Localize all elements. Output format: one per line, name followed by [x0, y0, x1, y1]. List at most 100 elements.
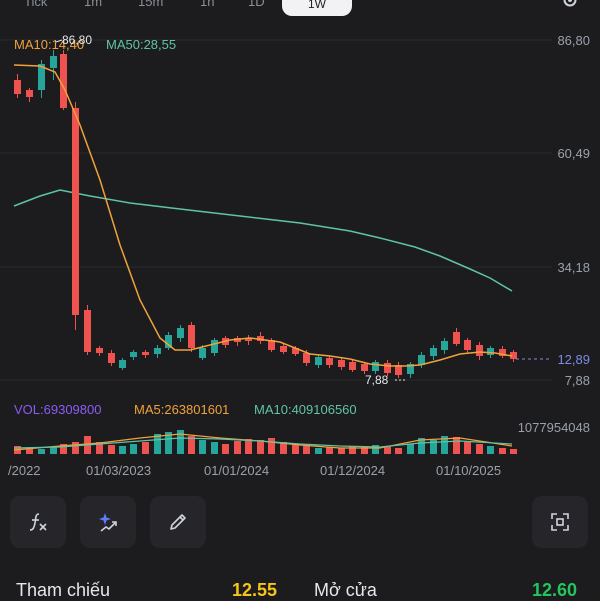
volume-bar [96, 442, 103, 454]
volume-bar [268, 438, 275, 454]
ai-analysis-button[interactable] [80, 496, 136, 548]
volume-bar [384, 446, 391, 454]
volume-bar [453, 437, 460, 454]
candle-body [245, 338, 252, 341]
y-tick-34-18: 34,18 [557, 260, 590, 275]
volume-bar [464, 442, 471, 454]
candles-group [14, 50, 517, 378]
candle-body [14, 80, 21, 94]
sparkle-chart-icon [99, 513, 117, 532]
volume-bar [430, 440, 437, 454]
candle-body [165, 335, 172, 348]
x-tick-2025: 01/10/2025 [436, 463, 501, 478]
volume-bar [234, 441, 241, 454]
volume-bar [130, 444, 137, 454]
reference-price-value: 12.55 [232, 580, 278, 600]
candle-body [338, 360, 345, 367]
candle-body [395, 365, 402, 375]
legend-ma10: MA10:14,40 [14, 37, 84, 52]
volume-bars-group [13, 430, 517, 454]
chart-grid [0, 39, 552, 381]
tab-1w[interactable]: 1W [282, 0, 352, 16]
candlestick-chart[interactable]: MA10:14,40 MA50:28,55 86,80 7,88 86,80 6… [0, 20, 600, 490]
candle-body [476, 345, 483, 356]
price-stats: Tham chiếu 12.55 Mở cửa 12.60 [0, 570, 600, 600]
tab-tick[interactable]: Tick [24, 0, 48, 9]
tab-1h[interactable]: 1h [200, 0, 215, 9]
volume-bar [510, 449, 517, 454]
volume-bar [499, 448, 506, 454]
candle-body [268, 340, 275, 350]
volume-bar [395, 448, 402, 454]
legend-vol: VOL:69309800 [14, 402, 101, 417]
volume-bar [303, 446, 310, 454]
volume-bar [418, 438, 425, 454]
candle-body [407, 364, 414, 374]
fullscreen-icon [551, 513, 569, 531]
volume-bar [26, 448, 33, 454]
candle-body [130, 352, 137, 357]
candle-body [349, 362, 356, 370]
candle-body [154, 348, 161, 354]
candle-body [361, 364, 368, 371]
draw-button[interactable] [150, 496, 206, 548]
ma50-line [13, 189, 513, 292]
volume-bar [292, 444, 299, 454]
x-tick-2024-01: 01/01/2024 [204, 463, 269, 478]
volume-bar [199, 440, 206, 454]
candle-body [177, 328, 184, 338]
fullscreen-button[interactable] [532, 496, 588, 548]
volume-bar [407, 444, 414, 454]
volume-bar [372, 445, 379, 454]
tab-1m[interactable]: 1m [84, 0, 103, 9]
ma50-line-group [13, 189, 513, 292]
candle-body [84, 310, 91, 352]
volume-bar [177, 430, 184, 454]
candle-body [38, 64, 45, 90]
gear-icon[interactable] [562, 0, 578, 8]
candle-body [430, 348, 437, 356]
candle-body [280, 346, 287, 352]
volume-bar [315, 448, 322, 454]
tab-1d[interactable]: 1D [248, 0, 265, 9]
candle-body [119, 360, 126, 368]
candle-body [292, 348, 299, 354]
candle-body [26, 90, 33, 97]
ma10-line [13, 64, 513, 367]
candle-body [441, 341, 448, 350]
volume-bar [257, 440, 264, 454]
volume-bar [487, 446, 494, 454]
candle-body [418, 355, 425, 365]
y-tick-86-80: 86,80 [557, 33, 590, 48]
volume-bar [154, 434, 161, 454]
legend-ma50: MA50:28,55 [106, 37, 176, 52]
candle-body [326, 358, 333, 365]
candle-body [188, 325, 195, 348]
candle-body [199, 348, 206, 358]
tab-15m[interactable]: 15m [138, 0, 164, 9]
candle-body [487, 348, 494, 355]
volume-bar [165, 432, 172, 454]
open-price-label: Mở cửa [314, 580, 377, 600]
open-price-value: 12.60 [532, 580, 578, 600]
volume-bar [211, 442, 218, 454]
volume-bar [38, 449, 45, 454]
candle-body [60, 54, 67, 108]
candle-body [96, 348, 103, 353]
volume-bar [142, 442, 149, 454]
legend-vol-ma5: MA5:263801601 [134, 402, 229, 417]
volume-bar [441, 436, 448, 454]
candle-body [50, 56, 57, 68]
volume-bar [338, 448, 345, 454]
chart-toolbar [0, 496, 600, 552]
candle-body [510, 352, 517, 359]
volume-bar [245, 439, 252, 454]
candle-body [72, 108, 79, 315]
volume-bar [60, 444, 67, 454]
volume-bar [188, 436, 195, 454]
volume-bar [326, 447, 333, 454]
candle-body [303, 353, 310, 363]
indicator-button[interactable] [10, 496, 66, 548]
candle-body [142, 352, 149, 355]
volume-bar [119, 446, 126, 454]
